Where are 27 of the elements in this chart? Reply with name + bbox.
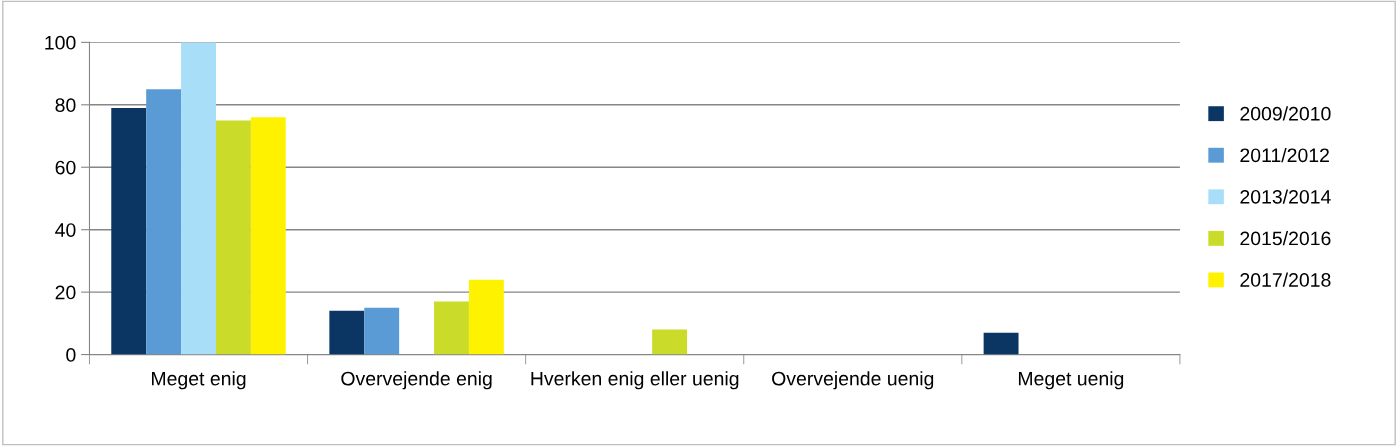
y-tick-label: 0 (66, 348, 76, 362)
y-tick-label: 20 (55, 285, 76, 300)
bar (364, 307, 400, 355)
bar (468, 279, 504, 355)
legend-label: 2011/2012 (1240, 147, 1329, 163)
legend-label: 2009/2010 (1240, 106, 1331, 121)
bar (250, 117, 286, 355)
bar (329, 310, 365, 355)
bar (146, 89, 182, 355)
bar (111, 107, 147, 355)
y-tick-label: 60 (55, 160, 76, 175)
bar (983, 332, 1019, 355)
x-tick-label: Hverken enig eller uenig (531, 371, 739, 390)
x-tick-label: Meget enig (152, 371, 246, 390)
bar (215, 120, 251, 355)
x-tick-label: Overvejende uenig (772, 371, 934, 390)
x-tick-label: Overvejende enig (341, 371, 492, 390)
y-tick-label: 100 (45, 35, 76, 50)
y-tick-label: 80 (55, 98, 76, 113)
bar (434, 301, 469, 355)
bar (181, 42, 216, 355)
legend-label: 2013/2014 (1240, 189, 1331, 204)
bar (652, 329, 688, 355)
legend-label: 2017/2018 (1240, 272, 1331, 287)
y-tick-label: 40 (55, 223, 76, 237)
legend-label: 2015/2016 (1240, 231, 1331, 246)
x-tick-label: Meget uenig (1018, 371, 1124, 390)
